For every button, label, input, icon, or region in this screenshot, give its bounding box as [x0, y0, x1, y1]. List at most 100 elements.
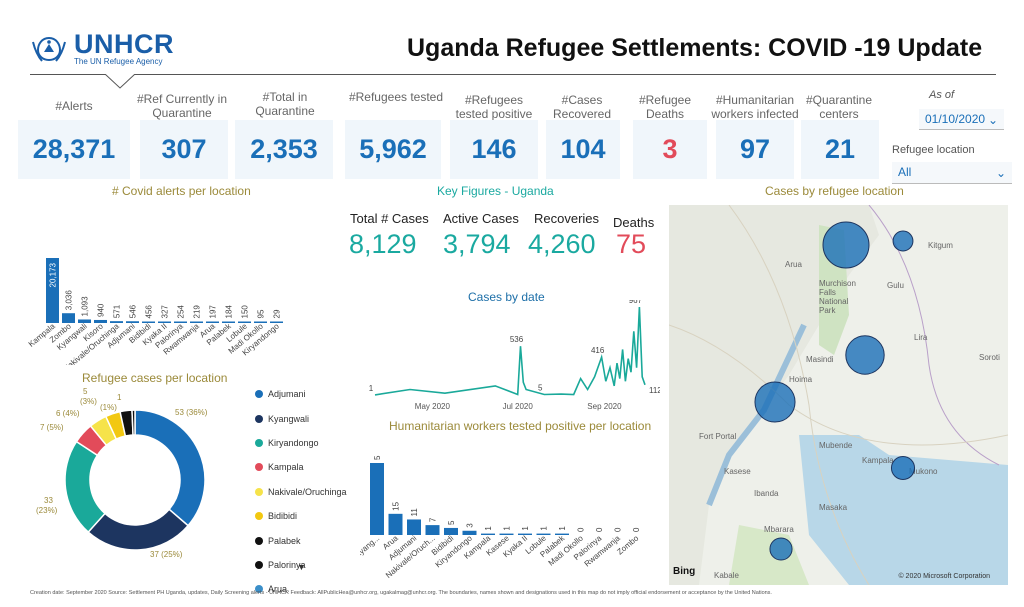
refugee-location-map[interactable]: Kitgum Arua Gulu Murchison Falls Nationa…	[669, 205, 1008, 585]
bar-adjumani[interactable]	[126, 321, 139, 323]
bar-kampala[interactable]	[481, 533, 495, 535]
deaths-label: Deaths	[613, 215, 655, 230]
map-bubble-kyangwali[interactable]	[754, 381, 796, 423]
bar-madi-okollo[interactable]	[254, 321, 267, 324]
legend-label: Kampala	[268, 462, 304, 473]
bar-kisoro[interactable]	[94, 319, 107, 323]
legend-item-arua[interactable]: Arua	[255, 577, 347, 601]
bar-kyaka-ii[interactable]	[158, 321, 171, 324]
bar-bidibidi[interactable]	[444, 527, 458, 535]
deaths-value: 75	[616, 229, 647, 259]
bar-arua[interactable]	[206, 321, 219, 324]
bar-kyaka-ii[interactable]	[518, 533, 532, 535]
map-bubble-adjumani[interactable]	[822, 221, 870, 269]
line-point-label: 5	[538, 384, 543, 393]
key-figures-title: Key Figures - Uganda	[437, 184, 554, 198]
donut-value-label: (23%)	[36, 506, 58, 515]
map-title: Cases by refugee location	[765, 184, 904, 198]
bar-value-label: 546	[129, 304, 138, 318]
bar-value-label: 184	[225, 305, 234, 319]
bar-value-label: 1,093	[81, 296, 90, 317]
kpi-tested-value: 5,962	[345, 120, 441, 179]
map-label-kitgum: Kitgum	[928, 241, 953, 250]
bar-palabek[interactable]	[555, 533, 569, 535]
legend-item-nakivale-oruchinga[interactable]: Nakivale/Oruchinga	[255, 480, 347, 504]
bar-kyangwali[interactable]	[78, 319, 91, 323]
legend-item-palorinya[interactable]: Palorinya	[255, 553, 347, 577]
bar-zombo[interactable]	[62, 313, 75, 323]
legend-item-kisoro[interactable]: Kisoro	[255, 602, 347, 607]
bar-kampala[interactable]	[46, 258, 59, 323]
alerts-chart-title: # Covid alerts per location	[112, 184, 251, 198]
bar-arua[interactable]	[388, 513, 403, 535]
bar-value-label: 95	[257, 309, 266, 318]
map-label-mukono: Mukono	[909, 467, 938, 476]
bar-palorinya[interactable]	[174, 321, 187, 324]
kpi-deaths-value: 3	[633, 120, 707, 179]
legend-label: Arua	[268, 584, 288, 595]
alerts-bar-chart: 20,173Kampala3,036Zombo1,093Kyangwali940…	[27, 258, 283, 365]
map-bubble-kiryandongo[interactable]	[845, 335, 885, 375]
map-label-mbarara: Mbarara	[764, 525, 794, 534]
map-label-murchison: Murchison Falls National Park	[819, 279, 856, 315]
kpi-alerts-label: #Alerts	[55, 99, 93, 113]
map-bubble-kampala[interactable]	[890, 455, 916, 481]
bar-value-label: 1	[558, 526, 567, 531]
bar-category-label: Zombo	[615, 533, 640, 556]
bar-kiryandongo[interactable]	[462, 530, 477, 535]
header-divider	[30, 74, 996, 75]
legend-label: Kiryandongo	[268, 437, 319, 448]
legend-item-kampala[interactable]: Kampala	[255, 455, 347, 479]
donut-slice-palorinya[interactable]	[131, 409, 136, 436]
date-selector[interactable]: 01/10/2020 ⌄	[919, 109, 1004, 130]
legend-item-kiryandongo[interactable]: Kiryandongo	[255, 431, 347, 455]
bar-nakivale-oruch-[interactable]	[425, 525, 440, 535]
logo-subtitle: The UN Refugee Agency	[74, 57, 163, 66]
line-point-label: 967	[629, 300, 643, 305]
donut-legend: Adjumani Kyangwali Kiryandongo Kampala Nakiv…	[255, 382, 347, 607]
cases-line	[374, 306, 646, 396]
kpi-quarantine-current-value: 307	[140, 120, 228, 179]
legend-item-bidibidi[interactable]: Bidibidi	[255, 504, 347, 528]
legend-label: Adjumani	[268, 389, 306, 400]
bar-rwamwanja[interactable]	[190, 321, 203, 324]
donut-value-label: 1	[117, 393, 122, 402]
bar-value-label: 254	[177, 305, 186, 319]
bar-kiryandongo[interactable]	[270, 321, 283, 324]
donut-slice-adjumani[interactable]	[134, 409, 206, 527]
bar-value-label: 3	[466, 523, 475, 528]
donut-title: Refugee cases per location	[82, 371, 228, 385]
donut-slice-kiryandongo[interactable]	[64, 440, 106, 534]
legend-item-adjumani[interactable]: Adjumani	[255, 382, 347, 406]
location-dropdown[interactable]: All ⌄	[892, 162, 1012, 184]
legend-scroll-down-icon[interactable]: ▼	[297, 562, 306, 572]
bar-value-label: 1	[503, 526, 512, 531]
donut-value-label: 53 (36%)	[175, 408, 208, 417]
kpi-hw-value: 97	[716, 120, 794, 179]
legend-item-palabek[interactable]: Palabek	[255, 528, 347, 552]
bar-kasese[interactable]	[499, 533, 514, 535]
bar-bidibidi[interactable]	[142, 321, 155, 324]
legend-dot-icon	[255, 560, 263, 569]
bar-value-label: 51	[373, 455, 382, 460]
map-bubble-nakivale-oruchinga[interactable]	[769, 537, 793, 561]
line-x-tick-label: May 2020	[415, 402, 451, 411]
donut-value-label: (1%)	[100, 403, 117, 412]
bar-palabek[interactable]	[222, 321, 235, 324]
bar-nakivale-oruchinga[interactable]	[110, 321, 123, 323]
bar-value-label: 3,036	[65, 290, 74, 311]
map-bubble-palabek[interactable]	[892, 230, 914, 252]
kpi-recovered-value: 104	[546, 120, 620, 179]
bar-value-label: 219	[193, 305, 202, 319]
bar-adjumani[interactable]	[407, 519, 421, 535]
cases-by-date-chart: 1 536 5 416 967 112 May 2020 Jul 2020 Sep 2020	[369, 300, 660, 411]
legend-dot-icon	[255, 438, 263, 447]
bar-lobule[interactable]	[536, 533, 551, 535]
bar-kyang-[interactable]	[370, 463, 384, 535]
map-label-gulu: Gulu	[887, 281, 904, 290]
bar-value-label: 7	[429, 517, 438, 522]
bar-lobule[interactable]	[238, 321, 251, 324]
kpi-quarantine-total-label: #Total in Quarantine	[255, 90, 315, 118]
map-label-ibanda: Ibanda	[754, 489, 779, 498]
legend-item-kyangwali[interactable]: Kyangwali	[255, 406, 347, 430]
